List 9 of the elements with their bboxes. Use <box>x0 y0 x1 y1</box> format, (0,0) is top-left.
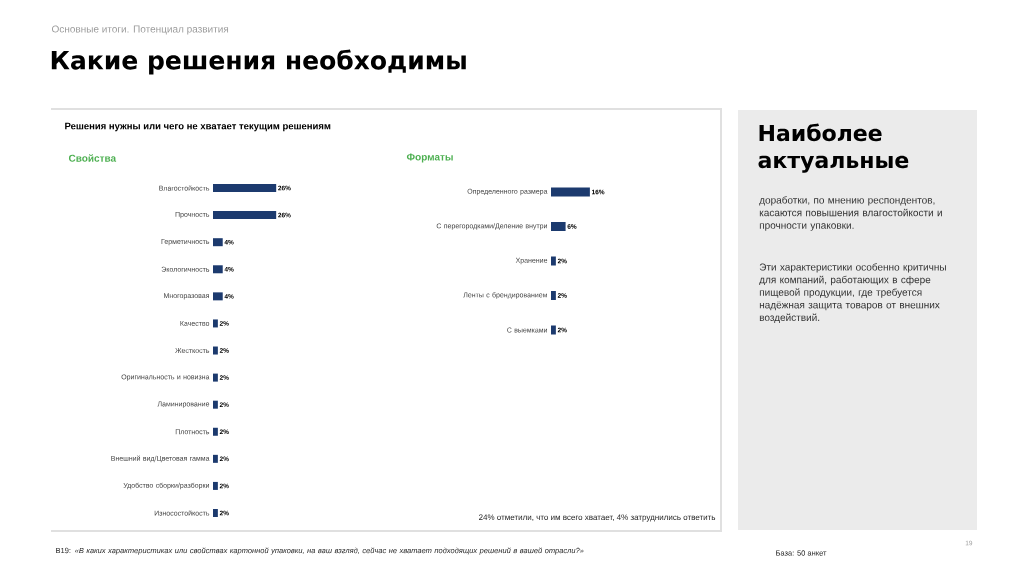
text: Свойства <box>68 154 117 162</box>
text: Какие решения необходимы <box>51 49 466 75</box>
text: Решения нужны или чего не хватает текущим решениям <box>65 122 331 132</box>
text: Наиболее актуальные <box>758 123 909 173</box>
text: Основные итоги. Потенциал развития <box>52 25 229 35</box>
text: Форматы <box>406 153 453 163</box>
text: 24% отметили, что им всего хватает, 4% затруднились ответить <box>479 514 716 522</box>
text: доработки, по мнению респондентов, касаются повышения влагостойкости и прочности упаковки. <box>759 196 942 231</box>
text: Эти характеристики особенно критичны для компаний, работающих в сфере пищевой продукции, где требуется надёжная защита товаров от внешних воздействий. <box>759 263 946 323</box>
